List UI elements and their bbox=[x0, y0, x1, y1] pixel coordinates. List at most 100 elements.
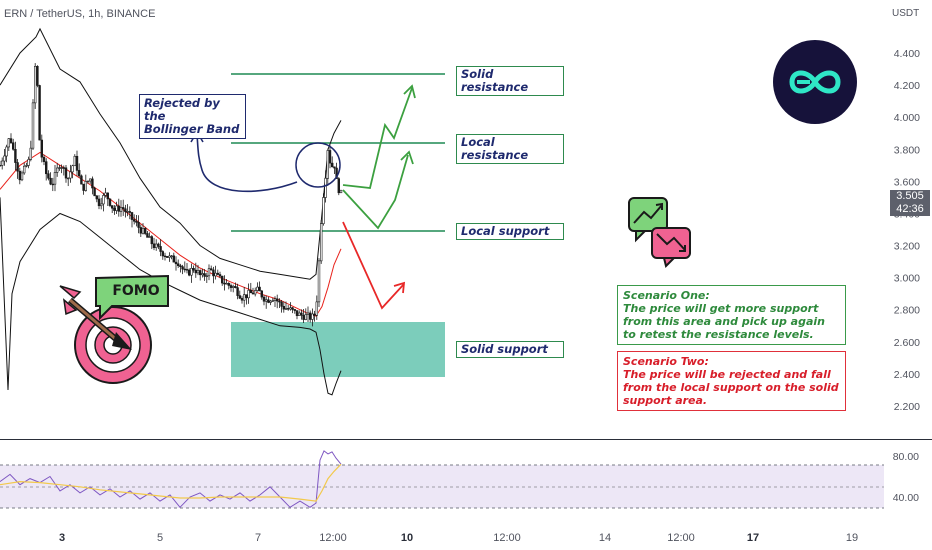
candle-body bbox=[174, 261, 178, 265]
solid-support-zone bbox=[231, 322, 445, 377]
candle-body bbox=[130, 212, 134, 220]
candle-body bbox=[47, 173, 50, 179]
candle-body bbox=[247, 289, 250, 299]
x-axis[interactable]: 3 5 7 12:00 10 12:00 14 12:00 17 19 bbox=[59, 532, 858, 544]
candle-body bbox=[179, 265, 182, 267]
candle-body bbox=[225, 283, 228, 285]
symbol-title[interactable]: ERN / TetherUS, 1h, BINANCE bbox=[4, 8, 156, 20]
x-axis-tick-label: 12:00 bbox=[493, 532, 521, 544]
candle-body bbox=[58, 167, 61, 169]
candle-body bbox=[273, 298, 277, 301]
scenario-one-title: Scenario One: bbox=[623, 289, 710, 302]
candle-body bbox=[122, 207, 125, 210]
candle-body bbox=[313, 313, 316, 316]
currency-label: USDT bbox=[892, 8, 920, 19]
local-resistance-label: Local resistance bbox=[456, 134, 564, 164]
scenario-one-arrowhead-upper bbox=[403, 84, 416, 99]
candle-body bbox=[55, 167, 59, 173]
candle-body bbox=[152, 243, 156, 248]
rsi-axis-tick-label: 80.00 bbox=[893, 451, 919, 463]
candle-body bbox=[337, 178, 340, 194]
candle-body bbox=[60, 167, 63, 169]
x-axis-tick-label: 12:00 bbox=[667, 532, 695, 544]
candle-body bbox=[275, 298, 279, 302]
solid-resistance-label: Solid resistance bbox=[456, 66, 564, 96]
candle-body bbox=[124, 208, 127, 213]
candle-body bbox=[163, 255, 167, 258]
candle-body bbox=[161, 251, 164, 257]
y-axis[interactable]: 4.4004.2004.0003.8003.6003.4003.2003.000… bbox=[894, 48, 920, 413]
candle-body bbox=[328, 150, 332, 164]
x-axis-tick-label: 7 bbox=[255, 532, 261, 544]
candle-body bbox=[139, 227, 142, 234]
x-axis-tick-label: 12:00 bbox=[319, 532, 347, 544]
moving-average-line bbox=[0, 151, 342, 317]
candle-body bbox=[157, 243, 160, 247]
candle-body bbox=[71, 165, 74, 173]
candle-body bbox=[289, 307, 292, 310]
candle-body bbox=[339, 189, 343, 194]
scenario-one-arrow-lower bbox=[342, 154, 409, 230]
candle-body bbox=[115, 205, 118, 211]
rsi-axis-tick-label: 40.00 bbox=[893, 492, 919, 504]
scenario-one-arrow-upper bbox=[342, 87, 413, 189]
candle-body bbox=[185, 269, 189, 271]
y-axis-tick-label: 4.400 bbox=[894, 48, 920, 60]
candle-body bbox=[137, 222, 140, 228]
candle-body bbox=[199, 270, 202, 276]
scenario-two-arrow bbox=[342, 221, 405, 310]
candle-body bbox=[264, 299, 268, 302]
candle-body bbox=[304, 314, 307, 320]
candle-body bbox=[22, 165, 26, 174]
candle-body bbox=[135, 220, 138, 223]
candle-body bbox=[44, 161, 48, 175]
candle-body bbox=[280, 301, 283, 307]
candle-body bbox=[49, 177, 52, 185]
candle-body bbox=[216, 272, 219, 275]
candle-body bbox=[236, 287, 239, 296]
rejected-line-2: Bollinger Band bbox=[144, 122, 240, 136]
candle-body bbox=[18, 170, 21, 181]
candle-body bbox=[51, 183, 55, 186]
candle-body bbox=[42, 156, 46, 162]
candle-body bbox=[159, 246, 162, 252]
candle-body bbox=[106, 192, 110, 200]
candle-body bbox=[324, 177, 327, 198]
candle-body bbox=[0, 165, 2, 167]
candle-body bbox=[67, 177, 70, 180]
y-axis-tick-label: 3.600 bbox=[894, 176, 920, 188]
y-axis-tick-label: 2.800 bbox=[894, 305, 920, 317]
bollinger-upper-band bbox=[0, 27, 342, 280]
rsi-band-fill bbox=[0, 465, 884, 508]
candle-body bbox=[36, 65, 39, 86]
candle-body bbox=[284, 308, 288, 310]
candle-body bbox=[33, 65, 37, 104]
y-axis-tick-label: 4.000 bbox=[894, 112, 920, 124]
rsi-axis[interactable]: 80.00 40.00 bbox=[893, 451, 919, 504]
candle-body bbox=[194, 269, 197, 274]
candle-body bbox=[269, 300, 272, 303]
candle-body bbox=[245, 294, 248, 299]
candle-body bbox=[262, 296, 266, 302]
candle-body bbox=[16, 162, 19, 172]
rejected-callout: Rejected by the Bollinger Band bbox=[139, 94, 246, 139]
candle-body bbox=[177, 263, 180, 266]
candle-body bbox=[190, 267, 193, 276]
candle-body bbox=[86, 180, 90, 183]
candle-body bbox=[249, 289, 252, 294]
candle-body bbox=[91, 178, 94, 189]
candle-body bbox=[282, 306, 285, 310]
candle-body bbox=[308, 312, 312, 320]
last-price-tag: 3.505 bbox=[890, 190, 930, 203]
scenario-one-box: Scenario One: The price will get more su… bbox=[617, 285, 846, 345]
scenario-one-body: The price will get more support from thi… bbox=[623, 302, 825, 341]
candle-body bbox=[254, 290, 257, 295]
candle-body bbox=[62, 167, 66, 169]
candle-body bbox=[27, 159, 30, 166]
candle-body bbox=[144, 228, 147, 234]
candle-body bbox=[95, 195, 99, 200]
solid-support-label: Solid support bbox=[456, 341, 564, 358]
candle-body bbox=[141, 228, 145, 234]
ethernity-logo bbox=[773, 40, 857, 124]
